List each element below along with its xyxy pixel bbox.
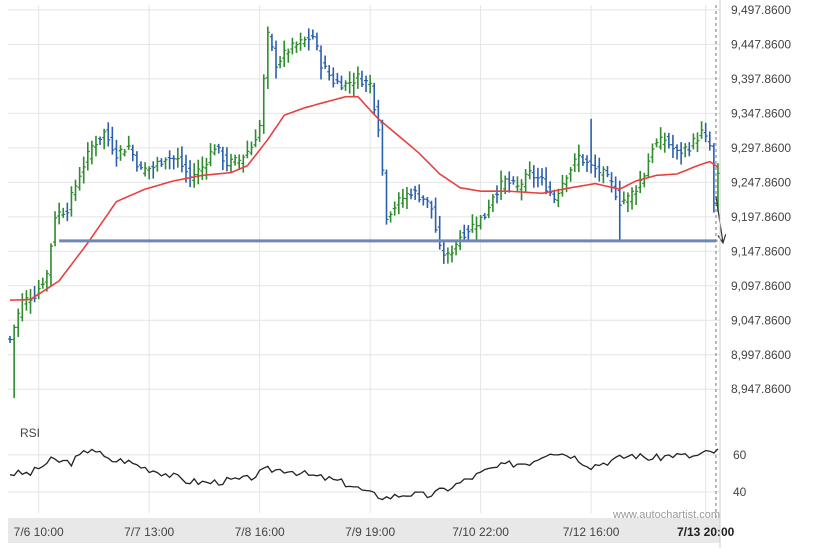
axes: 9,497.8600 9,447.8600 9,397.8600 9,347.8600…: [8, 0, 791, 548]
moving-average-line: [9, 95, 719, 301]
y-tick-label: 8,947.8600: [731, 382, 791, 396]
y-tick-label: 8,997.8600: [731, 348, 791, 362]
y-tick-label: 9,447.8600: [731, 37, 791, 51]
y-tick-label: 9,347.8600: [731, 106, 791, 120]
x-tick-label: 7/10 22:00: [452, 525, 509, 539]
y-tick-label: 9,397.8600: [731, 72, 791, 86]
x-tick-label: 7/12 16:00: [563, 525, 620, 539]
rsi-panel: [9, 448, 719, 501]
grid-lines: [8, 5, 720, 513]
x-axis-band: [8, 518, 720, 543]
x-tick-label: 7/8 16:00: [235, 525, 285, 539]
y-tick-label: 9,047.8600: [731, 313, 791, 327]
y-tick-label: 9,497.8600: [731, 3, 791, 17]
ohlc-bars: [8, 26, 720, 399]
y-tick-label: 9,297.8600: [731, 141, 791, 155]
y-tick-label: 9,097.8600: [731, 279, 791, 293]
rsi-line: [9, 448, 719, 501]
rsi-label: RSI: [20, 426, 40, 440]
watermark: www.autochartist.com: [612, 509, 720, 521]
moving-average: [9, 95, 719, 301]
rsi-tick-label: 60: [733, 448, 747, 462]
rsi-tick-label: 40: [733, 485, 747, 499]
y-tick-label: 9,147.8600: [731, 244, 791, 258]
x-tick-label: 7/9 19:00: [345, 525, 395, 539]
forecast-arrow-line: [715, 195, 724, 244]
y-tick-label: 9,197.8600: [731, 210, 791, 224]
x-tick-label: 7/13 20:00: [677, 525, 735, 539]
y-tick-label: 9,247.8600: [731, 175, 791, 189]
x-tick-label: 7/6 10:00: [14, 525, 64, 539]
x-tick-label: 7/7 13:00: [124, 525, 174, 539]
